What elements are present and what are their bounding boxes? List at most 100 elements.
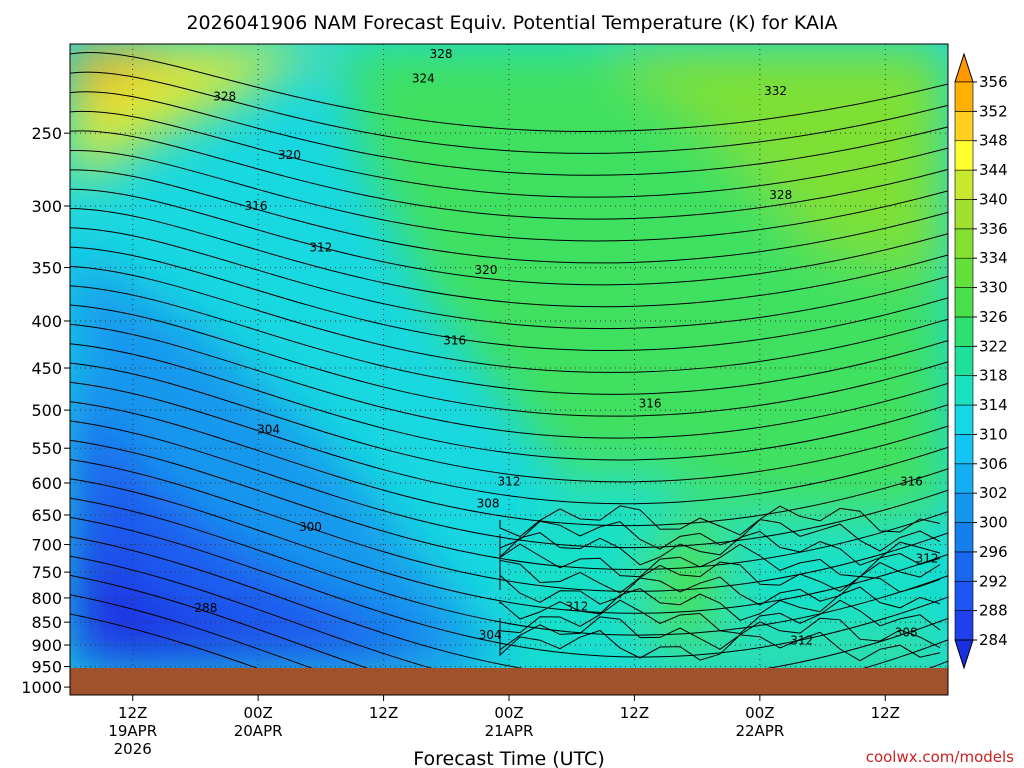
colorbar-tick-label: 336 [979, 220, 1008, 238]
colorbar-tick-label: 314 [979, 396, 1008, 414]
colorbar-segment [954, 199, 974, 230]
contour-label: 324 [412, 71, 435, 85]
contour-line [70, 574, 948, 668]
colorbar-tick-label: 326 [979, 308, 1008, 326]
colorbar-segment [954, 228, 974, 259]
y-tick-label: 1000 [21, 678, 62, 697]
contour-line [70, 285, 948, 395]
contour-line [70, 343, 948, 461]
contour-line [70, 439, 948, 571]
colorbar-tick-label: 340 [979, 190, 1008, 208]
colorbar-segment [954, 316, 974, 347]
ground-surface [70, 668, 948, 695]
colorbar-tick-label: 352 [979, 102, 1008, 120]
x-tick-label: 2026 [114, 740, 152, 758]
contour-line [70, 459, 948, 592]
contour-label: 312 [498, 475, 521, 489]
colorbar-tick-label: 318 [979, 367, 1008, 385]
y-tick-label: 750 [31, 563, 62, 582]
x-tick-label: 00Z [243, 704, 272, 722]
colorbar-tick-label: 284 [979, 631, 1008, 649]
x-axis-label: Forecast Time (UTC) [413, 748, 604, 768]
contour-line [499, 629, 941, 662]
y-tick-label: 850 [31, 613, 62, 632]
contour-label: 320 [475, 263, 498, 277]
y-tick-label: 450 [31, 359, 62, 378]
contour-label-text: 316 [245, 199, 268, 213]
credit-text[interactable]: coolwx.com/models [866, 748, 1014, 766]
field-band-yellow [70, 44, 330, 190]
y-tick-label: 350 [31, 259, 62, 278]
field-band-darkblue [70, 380, 460, 668]
contour-label-text: 316 [900, 475, 923, 489]
y-tick-label: 900 [31, 636, 62, 655]
contour-label-text: 320 [475, 263, 498, 277]
colorbar-tick-label: 322 [979, 337, 1008, 355]
contour-label-text: 320 [278, 148, 301, 162]
contour-lines [70, 51, 948, 668]
colorbar-tick-label: 288 [979, 602, 1008, 620]
contour-line [499, 616, 941, 651]
contour-line [70, 246, 948, 351]
contour-label: 312 [916, 552, 939, 566]
colorbar-tick-label: 348 [979, 132, 1008, 150]
contour-line [70, 130, 948, 220]
contour-line [70, 188, 948, 286]
y-tick-label: 400 [31, 312, 62, 331]
contour-label: 304 [479, 628, 502, 642]
colorbar-segment [954, 111, 974, 142]
x-tick-label: 20APR [234, 722, 283, 740]
contour-label-text: 312 [916, 552, 939, 566]
x-tick-label: 12Z [369, 704, 398, 722]
contour-label: 312 [565, 599, 588, 613]
y-tick-label: 500 [31, 401, 62, 420]
contour-line [70, 110, 948, 198]
contour-line [499, 543, 941, 578]
y-tick-label: 250 [31, 124, 62, 143]
contour-line [70, 150, 948, 242]
contour-label-text: 300 [299, 520, 322, 534]
field-band-lime [600, 44, 948, 270]
contour-line [499, 519, 941, 552]
x-tick-label: 12Z [118, 704, 147, 722]
colorbar-segment [954, 346, 974, 376]
contour-line [70, 323, 948, 439]
field-band-deepblue [70, 480, 430, 668]
contour-label: 328 [213, 89, 236, 103]
contour-label: 312 [309, 241, 332, 255]
x-tick-label: 22APR [735, 722, 784, 740]
contour-label-text: 324 [412, 71, 435, 85]
colorbar-tick-label: 300 [979, 514, 1008, 532]
contour-label-text: 328 [769, 188, 792, 202]
colorbar-segment [954, 434, 974, 465]
y-tick-label: 700 [31, 536, 62, 555]
colorbar-tick-label: 302 [979, 484, 1008, 502]
contour-label-text: 288 [194, 601, 217, 615]
colorbar-segment [954, 610, 974, 641]
contour-label-text: 308 [477, 497, 500, 511]
colorbar-segment [954, 463, 974, 494]
contour-label: 316 [639, 397, 662, 411]
contour-label-text: 328 [213, 89, 236, 103]
colorbar-tick-label: 296 [979, 543, 1008, 561]
contour-line [70, 71, 948, 154]
x-tick-label: 00Z [494, 704, 523, 722]
contour-label: 300 [299, 520, 322, 534]
contour-label-text: 304 [257, 423, 280, 437]
field-band-orange [70, 44, 190, 110]
contour-label: 308 [895, 625, 918, 639]
y-tick-label: 300 [31, 197, 62, 216]
contour-label-text: 312 [565, 599, 588, 613]
colorbar-segment [954, 375, 974, 406]
colorbar-min-arrow [954, 639, 974, 670]
colorbar-tick-label: 334 [979, 249, 1008, 267]
contour-label: 316 [443, 333, 466, 347]
contour-line [70, 169, 948, 264]
contour-line [70, 381, 948, 505]
y-tick-label: 950 [31, 658, 62, 677]
contour-label-text: 316 [443, 333, 466, 347]
colorbar-segment [954, 81, 974, 112]
contour-label-text: 312 [309, 241, 332, 255]
